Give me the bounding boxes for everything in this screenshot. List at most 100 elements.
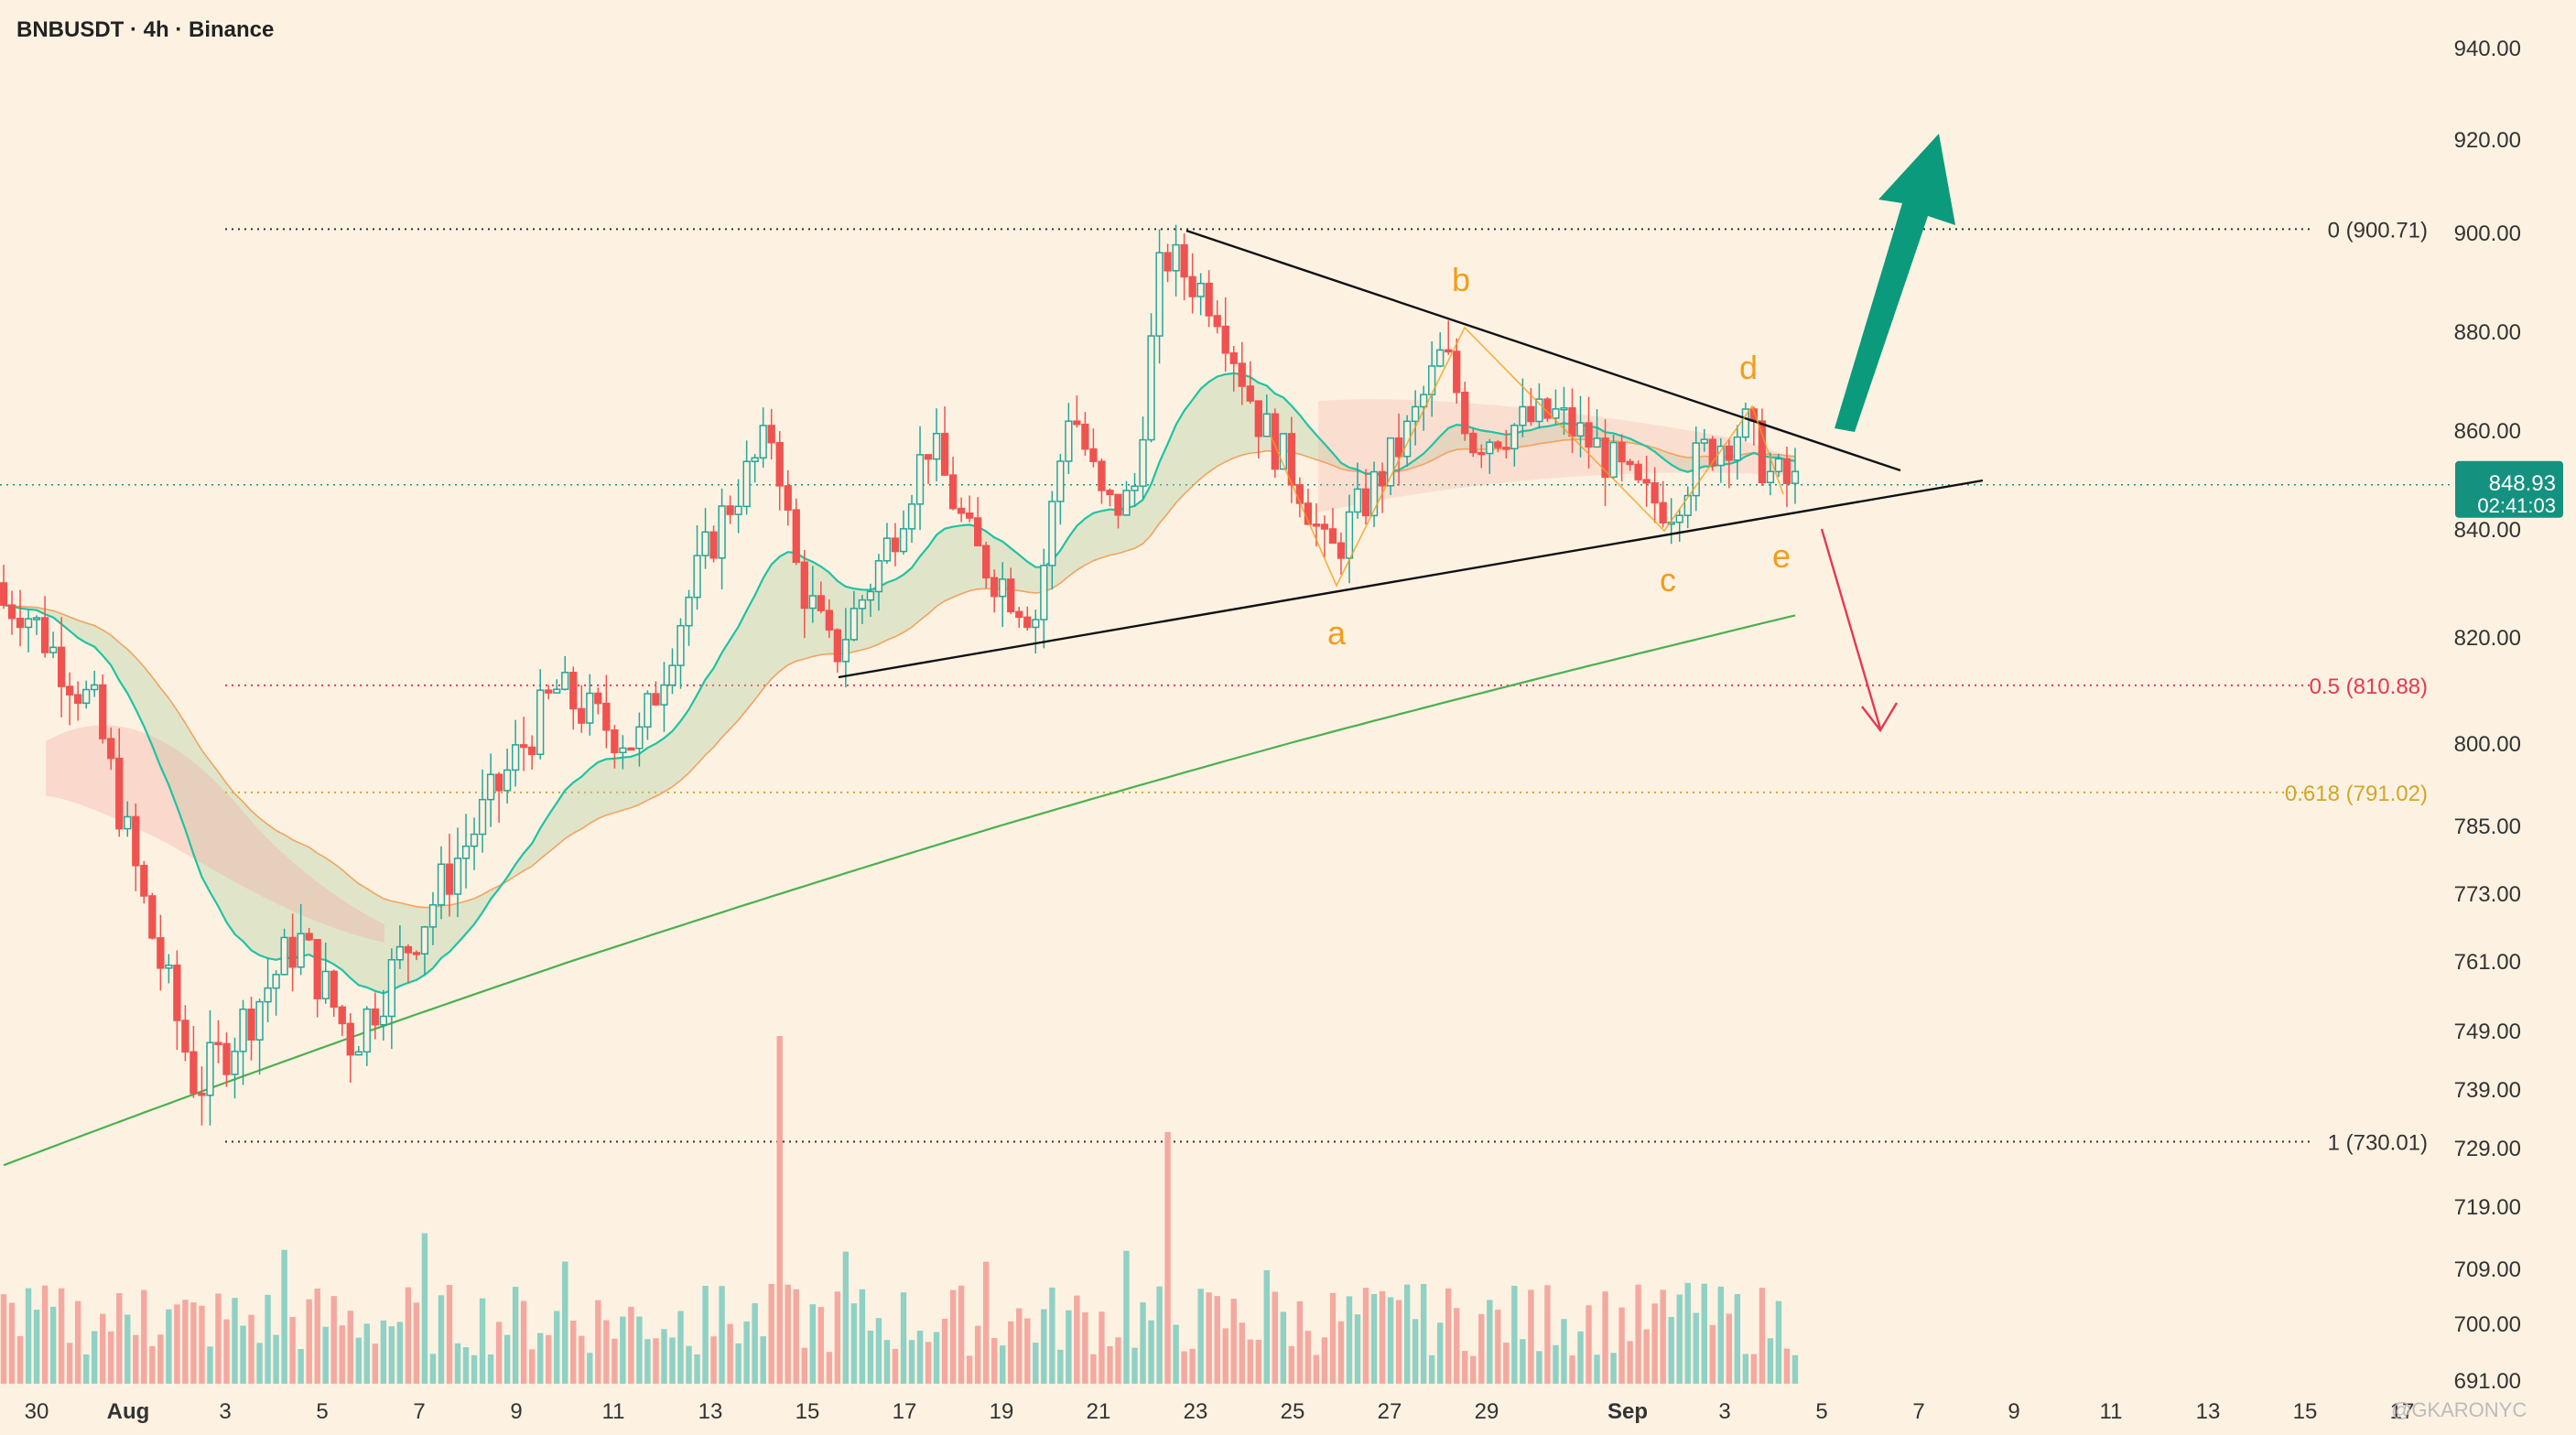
candle-body xyxy=(1164,252,1172,272)
candle-body xyxy=(1262,413,1271,437)
volume-bar xyxy=(1057,1349,1064,1384)
candle-body xyxy=(412,952,421,955)
volume-bar xyxy=(306,1299,312,1384)
volume-bar xyxy=(1635,1284,1641,1384)
volume-bar xyxy=(1049,1287,1055,1384)
volume-bar xyxy=(925,1342,932,1384)
x-tick-label: 5 xyxy=(1815,1399,1827,1424)
volume-bar xyxy=(1370,1293,1378,1384)
volume-bar xyxy=(974,1325,981,1384)
volume-bar xyxy=(1346,1296,1353,1384)
x-tick-label: 29 xyxy=(1475,1399,1499,1424)
volume-bar xyxy=(735,1343,741,1384)
candle-body xyxy=(478,798,487,836)
y-tick-label: 880.00 xyxy=(2454,320,2521,345)
volume-bar xyxy=(273,1334,279,1384)
candle-body xyxy=(999,578,1007,598)
candle-body xyxy=(1634,463,1642,480)
volume-bar xyxy=(1553,1344,1559,1384)
volume-bar xyxy=(396,1322,404,1384)
candle-body xyxy=(866,590,875,601)
candle-body xyxy=(511,744,520,771)
volume-bar xyxy=(1181,1351,1187,1384)
candle-body xyxy=(1106,490,1114,496)
candle-body xyxy=(1048,501,1056,566)
x-tick-label: 9 xyxy=(2008,1399,2019,1424)
volume-bar xyxy=(661,1329,667,1384)
volume-bar xyxy=(612,1338,618,1384)
x-tick-label: 30 xyxy=(25,1399,49,1424)
candle-body xyxy=(1089,448,1098,462)
volume-bar xyxy=(546,1334,552,1384)
candle-body xyxy=(1692,442,1700,497)
volume-bar xyxy=(1428,1354,1435,1384)
volume-bar xyxy=(793,1289,799,1384)
volume-bar xyxy=(1709,1324,1716,1384)
y-tick-label: 840.00 xyxy=(2454,518,2521,543)
candle-body xyxy=(668,664,676,686)
volume-bar xyxy=(1008,1321,1014,1384)
candle-body xyxy=(1461,392,1469,435)
fib-label: 0 (900.71) xyxy=(2328,218,2428,243)
candle-body xyxy=(850,608,859,641)
volume-bar xyxy=(413,1302,420,1384)
volume-bar xyxy=(1395,1300,1402,1384)
x-tick-label: Sep xyxy=(1607,1399,1648,1424)
volume-bar xyxy=(298,1349,304,1384)
volume-bar xyxy=(1082,1311,1088,1384)
candle-body xyxy=(404,945,413,954)
volume-bar xyxy=(1454,1308,1460,1384)
volume-bar xyxy=(1033,1343,1039,1384)
y-tick-label: 709.00 xyxy=(2454,1257,2521,1282)
candle-body xyxy=(206,1041,214,1096)
volume-bar xyxy=(520,1300,527,1384)
volume-bar xyxy=(1156,1286,1163,1384)
volume-bar xyxy=(256,1343,263,1384)
candle-body xyxy=(1700,438,1708,444)
volume-bar xyxy=(1230,1299,1237,1384)
wave-label-c: c xyxy=(1660,561,1676,599)
candle-body xyxy=(1716,445,1725,467)
candle-body xyxy=(1469,432,1477,454)
candle-body xyxy=(693,555,701,599)
volume-bar xyxy=(1726,1313,1733,1384)
volume-bar xyxy=(850,1303,858,1384)
volume-bar xyxy=(479,1298,486,1384)
volume-bar xyxy=(1676,1294,1683,1384)
candle-body xyxy=(231,1051,239,1075)
volume-bar xyxy=(1255,1339,1261,1384)
candle-body xyxy=(1238,362,1246,387)
volume-bar xyxy=(1140,1302,1146,1384)
volume-bar xyxy=(1247,1339,1253,1384)
volume-bar xyxy=(579,1335,585,1384)
volume-bar xyxy=(1041,1309,1047,1384)
volume-bar xyxy=(702,1285,709,1384)
candle-body xyxy=(1056,460,1065,502)
candle-body xyxy=(545,689,553,694)
candle-body xyxy=(1725,445,1733,461)
candle-body xyxy=(1453,351,1461,394)
x-tick-label: 17 xyxy=(2390,1399,2415,1424)
candle-body xyxy=(619,747,627,754)
volume-bar xyxy=(809,1304,816,1384)
price-tag-box xyxy=(2455,460,2563,518)
volume-bar xyxy=(1775,1300,1782,1384)
candle-body xyxy=(1040,565,1048,620)
volume-bar xyxy=(503,1334,511,1384)
candle-body xyxy=(1609,441,1618,479)
volume-bar xyxy=(1280,1311,1287,1384)
candle-body xyxy=(660,684,668,706)
candle-body xyxy=(40,617,49,653)
volume-bar xyxy=(1478,1313,1485,1384)
x-tick-label: 15 xyxy=(796,1399,820,1424)
candle-body xyxy=(1353,488,1362,513)
candle-body xyxy=(189,1051,198,1095)
candle-body xyxy=(1254,400,1262,437)
fib-label: 0.618 (791.02) xyxy=(2285,782,2428,806)
volume-bar xyxy=(1304,1331,1312,1384)
volume-bar xyxy=(1759,1288,1766,1384)
candle-body xyxy=(1180,243,1188,278)
volume-bar xyxy=(16,1335,24,1384)
y-tick-label: 860.00 xyxy=(2454,419,2521,444)
